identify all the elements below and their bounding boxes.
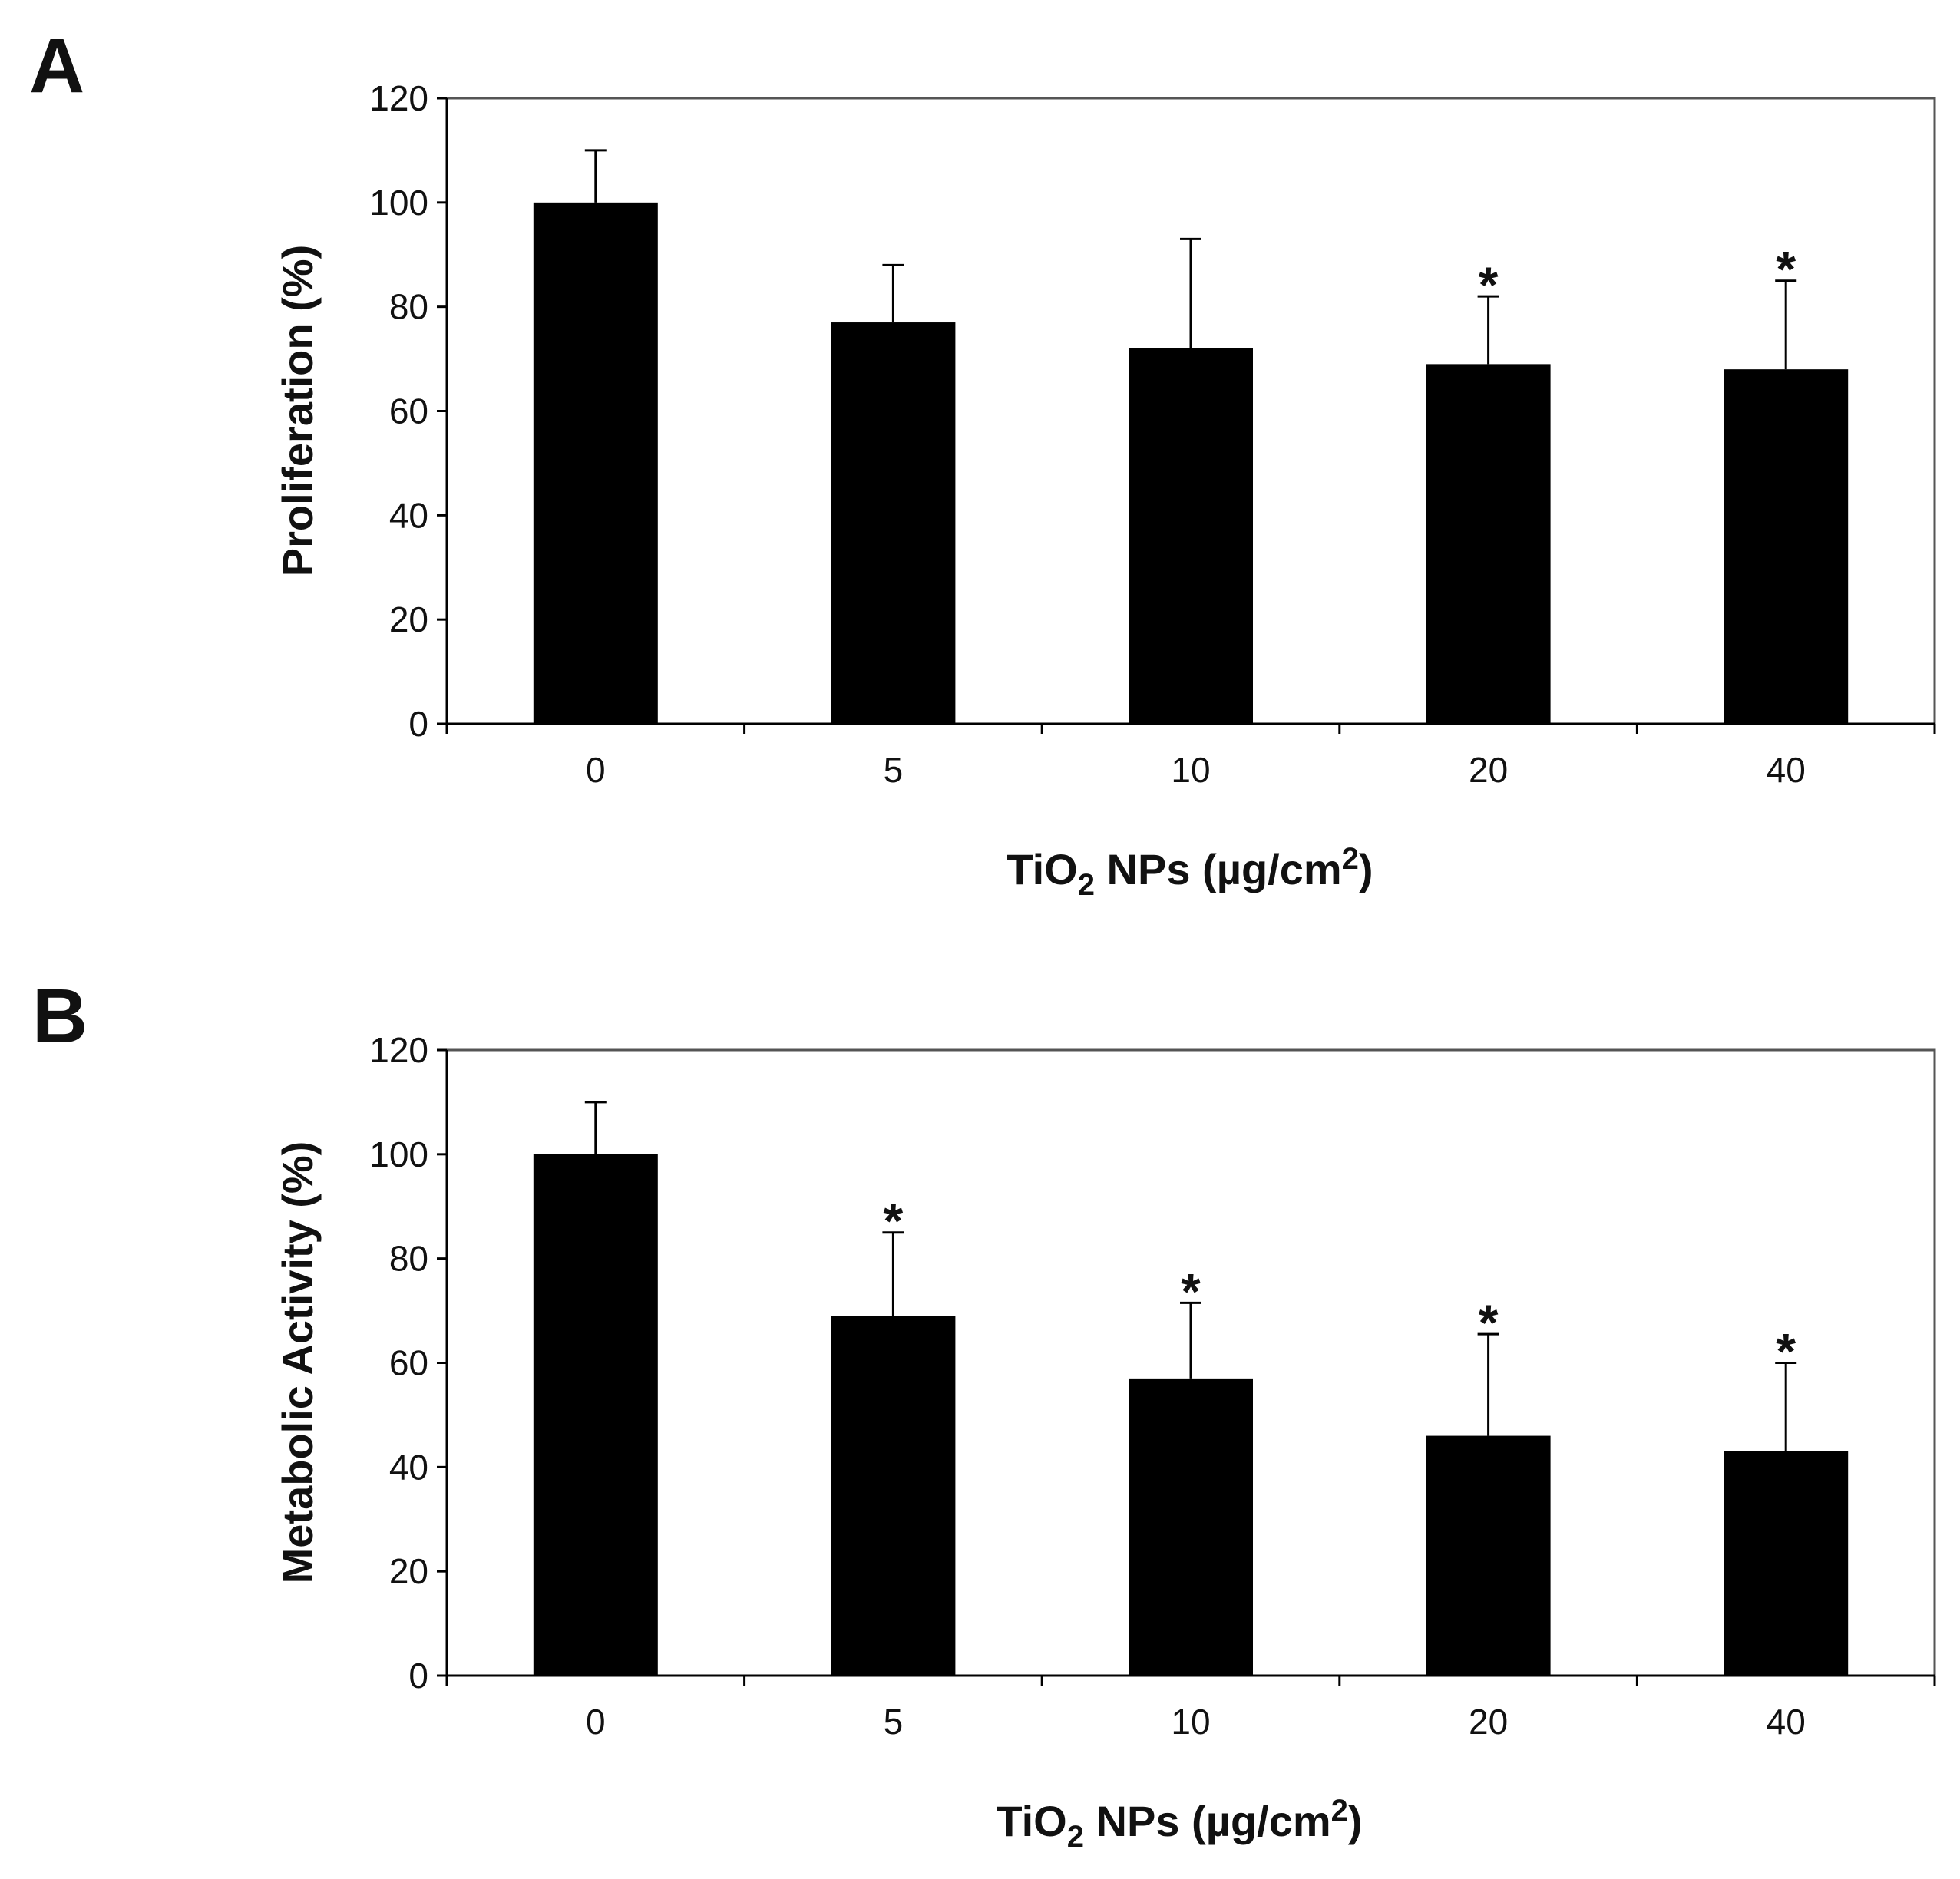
x-axis-title-mid: NPs (µg/cm: [1095, 845, 1342, 893]
bar: [831, 322, 956, 725]
x-axis-title: TiO2 NPs (µg/cm2): [996, 1794, 1362, 1854]
y-tick-label: 120: [369, 78, 428, 118]
significance-marker: *: [1776, 241, 1796, 298]
significance-marker: *: [884, 1193, 904, 1250]
x-axis-title-superscript: 2: [1342, 842, 1359, 876]
bar: [1426, 364, 1551, 724]
x-tick-label: 0: [586, 750, 606, 790]
significance-marker: *: [1479, 256, 1499, 313]
significance-markers: * * * * *: [1479, 241, 1796, 313]
chart-panel-a: A 0 20 40 60 80 100 120 0 5 10 20 40 * *…: [29, 23, 1936, 902]
y-tick-label: 40: [389, 1447, 428, 1487]
bar: [1426, 1435, 1551, 1676]
bar: [1724, 1451, 1849, 1676]
x-tick-label: 5: [884, 750, 904, 790]
y-axis-title: Metabolic Activity (%): [273, 1141, 322, 1584]
x-axis-title-end: ): [1348, 1797, 1363, 1845]
y-tick-label: 100: [369, 1134, 428, 1174]
y-tick-label: 0: [408, 1656, 428, 1696]
x-axis-title-base: TiO: [1006, 845, 1077, 893]
x-tick-label: 10: [1171, 1702, 1210, 1742]
x-axis-title-subscript: 2: [1078, 868, 1095, 902]
bar: [831, 1316, 956, 1676]
x-tick-label: 40: [1767, 750, 1806, 790]
x-tick-label: 40: [1767, 1702, 1806, 1742]
significance-marker: *: [1479, 1294, 1499, 1351]
bar: [1724, 369, 1849, 724]
bar: [533, 1154, 658, 1676]
y-tick-label: 40: [389, 495, 428, 535]
significance-marker: *: [1776, 1323, 1796, 1380]
bars: [533, 149, 1849, 725]
x-tick-label: 10: [1171, 750, 1210, 790]
panel-label-a: A: [29, 23, 84, 109]
significance-marker: *: [1181, 1263, 1201, 1319]
bar: [1129, 348, 1253, 724]
panel-label-b: B: [32, 973, 88, 1059]
x-axis-title: TiO2 NPs (µg/cm2): [1006, 842, 1373, 902]
bars: [533, 1101, 1849, 1676]
y-tick-label: 80: [389, 287, 428, 327]
y-axis-title: Proliferation (%): [273, 245, 322, 576]
y-tick-label: 80: [389, 1239, 428, 1279]
y-tick-label: 120: [369, 1030, 428, 1070]
x-axis-title-end: ): [1359, 845, 1373, 893]
chart-panel-b: B 0 20 40 60 80 100 120 0 5 10 20 40 * *…: [32, 973, 1936, 1854]
y-tick-label: 100: [369, 183, 428, 223]
y-tick-label: 20: [389, 599, 428, 639]
y-tick-labels: 0 20 40 60 80 100 120: [369, 78, 428, 744]
x-axis-title-subscript: 2: [1067, 1820, 1084, 1854]
x-axis-title-base: TiO: [996, 1797, 1066, 1845]
bar: [533, 202, 658, 724]
x-tick-labels: 0 5 10 20 40: [586, 1702, 1806, 1742]
x-tick-label: 5: [884, 1702, 904, 1742]
y-tick-label: 20: [389, 1551, 428, 1591]
y-tick-labels: 0 20 40 60 80 100 120: [369, 1030, 428, 1696]
x-tick-labels: 0 5 10 20 40: [586, 750, 1806, 790]
significance-markers: * * * * *: [884, 1193, 1796, 1380]
x-axis-title-superscript: 2: [1331, 1794, 1348, 1828]
x-tick-label: 20: [1469, 750, 1508, 790]
x-axis-title-mid: NPs (µg/cm: [1084, 1797, 1331, 1845]
y-tick-label: 60: [389, 391, 428, 431]
bar: [1129, 1378, 1253, 1676]
y-tick-label: 0: [408, 704, 428, 744]
x-tick-label: 20: [1469, 1702, 1508, 1742]
y-tick-label: 60: [389, 1343, 428, 1383]
x-tick-label: 0: [586, 1702, 606, 1742]
